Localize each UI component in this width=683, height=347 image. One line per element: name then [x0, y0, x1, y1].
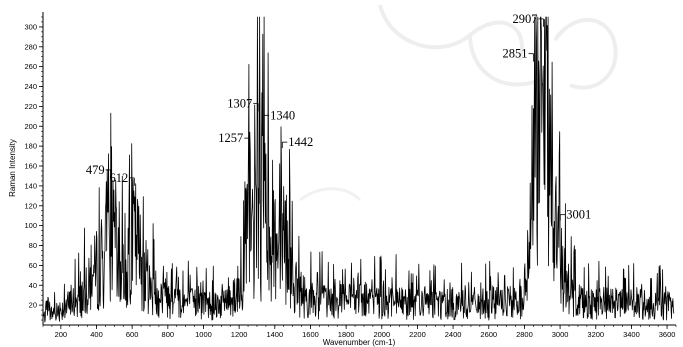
- watermark: [299, 4, 618, 202]
- x-tick-label: 2800: [516, 330, 533, 339]
- peak-label: 1340: [270, 108, 295, 122]
- peak-annotation-612: 612: [110, 171, 135, 186]
- peak-label: 2907: [513, 12, 538, 26]
- x-tick-label: 3200: [587, 330, 604, 339]
- x-tick-label: 600: [126, 330, 139, 339]
- x-axis-ticks: 200 400 600 800 1000 1200 1400 1600 1800 2000 2200…: [55, 325, 676, 339]
- peak-label: 1307: [227, 96, 252, 110]
- y-axis-ticks: 20 40 60 80 100 120 140 160 180 200 220 240 260 280 30…: [24, 22, 43, 310]
- y-tick-label: 300: [24, 22, 37, 31]
- x-tick-label: 3400: [623, 330, 640, 339]
- peak-annotation-3001: 3001: [559, 208, 591, 222]
- x-tick-label: 2200: [409, 330, 426, 339]
- x-tick-label: 400: [90, 330, 103, 339]
- y-tick-label: 260: [24, 62, 37, 71]
- peak-label: 612: [110, 171, 129, 185]
- y-axis-title: Raman Intensity: [8, 139, 17, 197]
- x-axis-title: Wavenumber (cm-1): [323, 338, 396, 347]
- peak-label: 3001: [566, 208, 591, 222]
- peak-label: 1257: [218, 131, 243, 145]
- spectrum-line: [42, 16, 675, 323]
- y-tick-label: 100: [24, 221, 37, 230]
- y-tick-label: 140: [24, 181, 37, 190]
- y-tick-label: 160: [24, 162, 37, 171]
- x-tick-label: 2000: [373, 330, 390, 339]
- peak-label: 479: [86, 163, 105, 177]
- x-tick-label: 3000: [552, 330, 569, 339]
- peak-annotation-1307: 1307: [227, 96, 259, 112]
- peak-annotation-1442: 1442: [281, 135, 313, 149]
- y-tick-label: 220: [24, 102, 37, 111]
- x-tick-label: 2400: [445, 330, 462, 339]
- x-tick-label: 200: [55, 330, 68, 339]
- y-tick-label: 280: [24, 42, 37, 51]
- y-tick-label: 20: [29, 301, 37, 310]
- x-tick-label: 1400: [266, 330, 283, 339]
- y-tick-label: 80: [29, 241, 37, 250]
- x-tick-label: 1800: [338, 330, 355, 339]
- y-tick-label: 180: [24, 142, 37, 151]
- peak-annotations: 479 612 1257 1307 1340 1442 2851 2907 3001: [86, 12, 591, 222]
- y-tick-label: 200: [24, 122, 37, 131]
- x-tick-label: 3600: [659, 330, 676, 339]
- peak-annotation-2907: 2907: [513, 12, 544, 27]
- peak-annotation-479: 479: [86, 163, 111, 178]
- peak-annotation-1340: 1340: [263, 108, 295, 122]
- peak-annotation-2851: 2851: [503, 47, 534, 62]
- y-tick-label: 120: [24, 201, 37, 210]
- y-tick-label: 40: [29, 281, 37, 290]
- y-tick-label: 240: [24, 82, 37, 91]
- peak-annotation-1257: 1257: [218, 131, 250, 147]
- x-tick-label: 1200: [231, 330, 248, 339]
- peak-label: 1442: [288, 135, 313, 149]
- x-tick-label: 1000: [195, 330, 212, 339]
- x-tick-label: 2600: [480, 330, 497, 339]
- y-tick-label: 60: [29, 261, 37, 270]
- x-tick-label: 1600: [302, 330, 319, 339]
- x-tick-label: 800: [162, 330, 175, 339]
- peak-label: 2851: [503, 47, 528, 61]
